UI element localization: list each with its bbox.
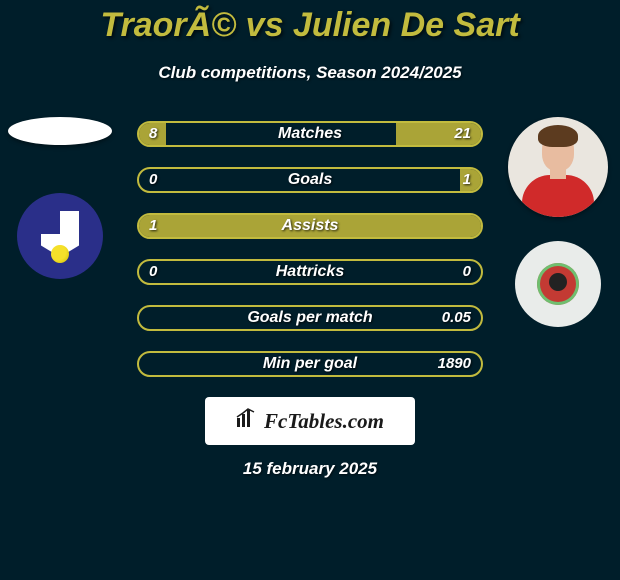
stat-row: 1Assists (137, 213, 483, 239)
right-player-column (508, 117, 608, 327)
stat-row: 0.05Goals per match (137, 305, 483, 331)
footer-date: 15 february 2025 (0, 459, 620, 479)
chart-icon (236, 408, 258, 434)
brand-text: FcTables.com (264, 409, 384, 434)
right-player-avatar (508, 117, 608, 217)
stat-label: Goals (139, 169, 481, 191)
stats-bars: 821Matches 01Goals 1Assists 00Hattricks 0.05… (137, 117, 483, 377)
stat-label: Min per goal (139, 353, 481, 375)
brand-badge[interactable]: FcTables.com (205, 397, 415, 445)
stat-row: 00Hattricks (137, 259, 483, 285)
left-club-badge (17, 193, 103, 279)
page-subtitle: Club competitions, Season 2024/2025 (0, 63, 620, 83)
left-player-column (8, 117, 112, 279)
stat-label: Goals per match (139, 307, 481, 329)
right-club-badge (515, 241, 601, 327)
left-player-avatar (8, 117, 112, 145)
stat-row: 01Goals (137, 167, 483, 193)
stat-label: Hattricks (139, 261, 481, 283)
stat-row: 821Matches (137, 121, 483, 147)
comparison-content: 821Matches 01Goals 1Assists 00Hattricks 0.05… (0, 117, 620, 377)
page-title: TraorÃ© vs Julien De Sart (0, 0, 620, 45)
stat-label: Matches (139, 123, 481, 145)
stat-label: Assists (139, 215, 481, 237)
stat-row: 1890Min per goal (137, 351, 483, 377)
